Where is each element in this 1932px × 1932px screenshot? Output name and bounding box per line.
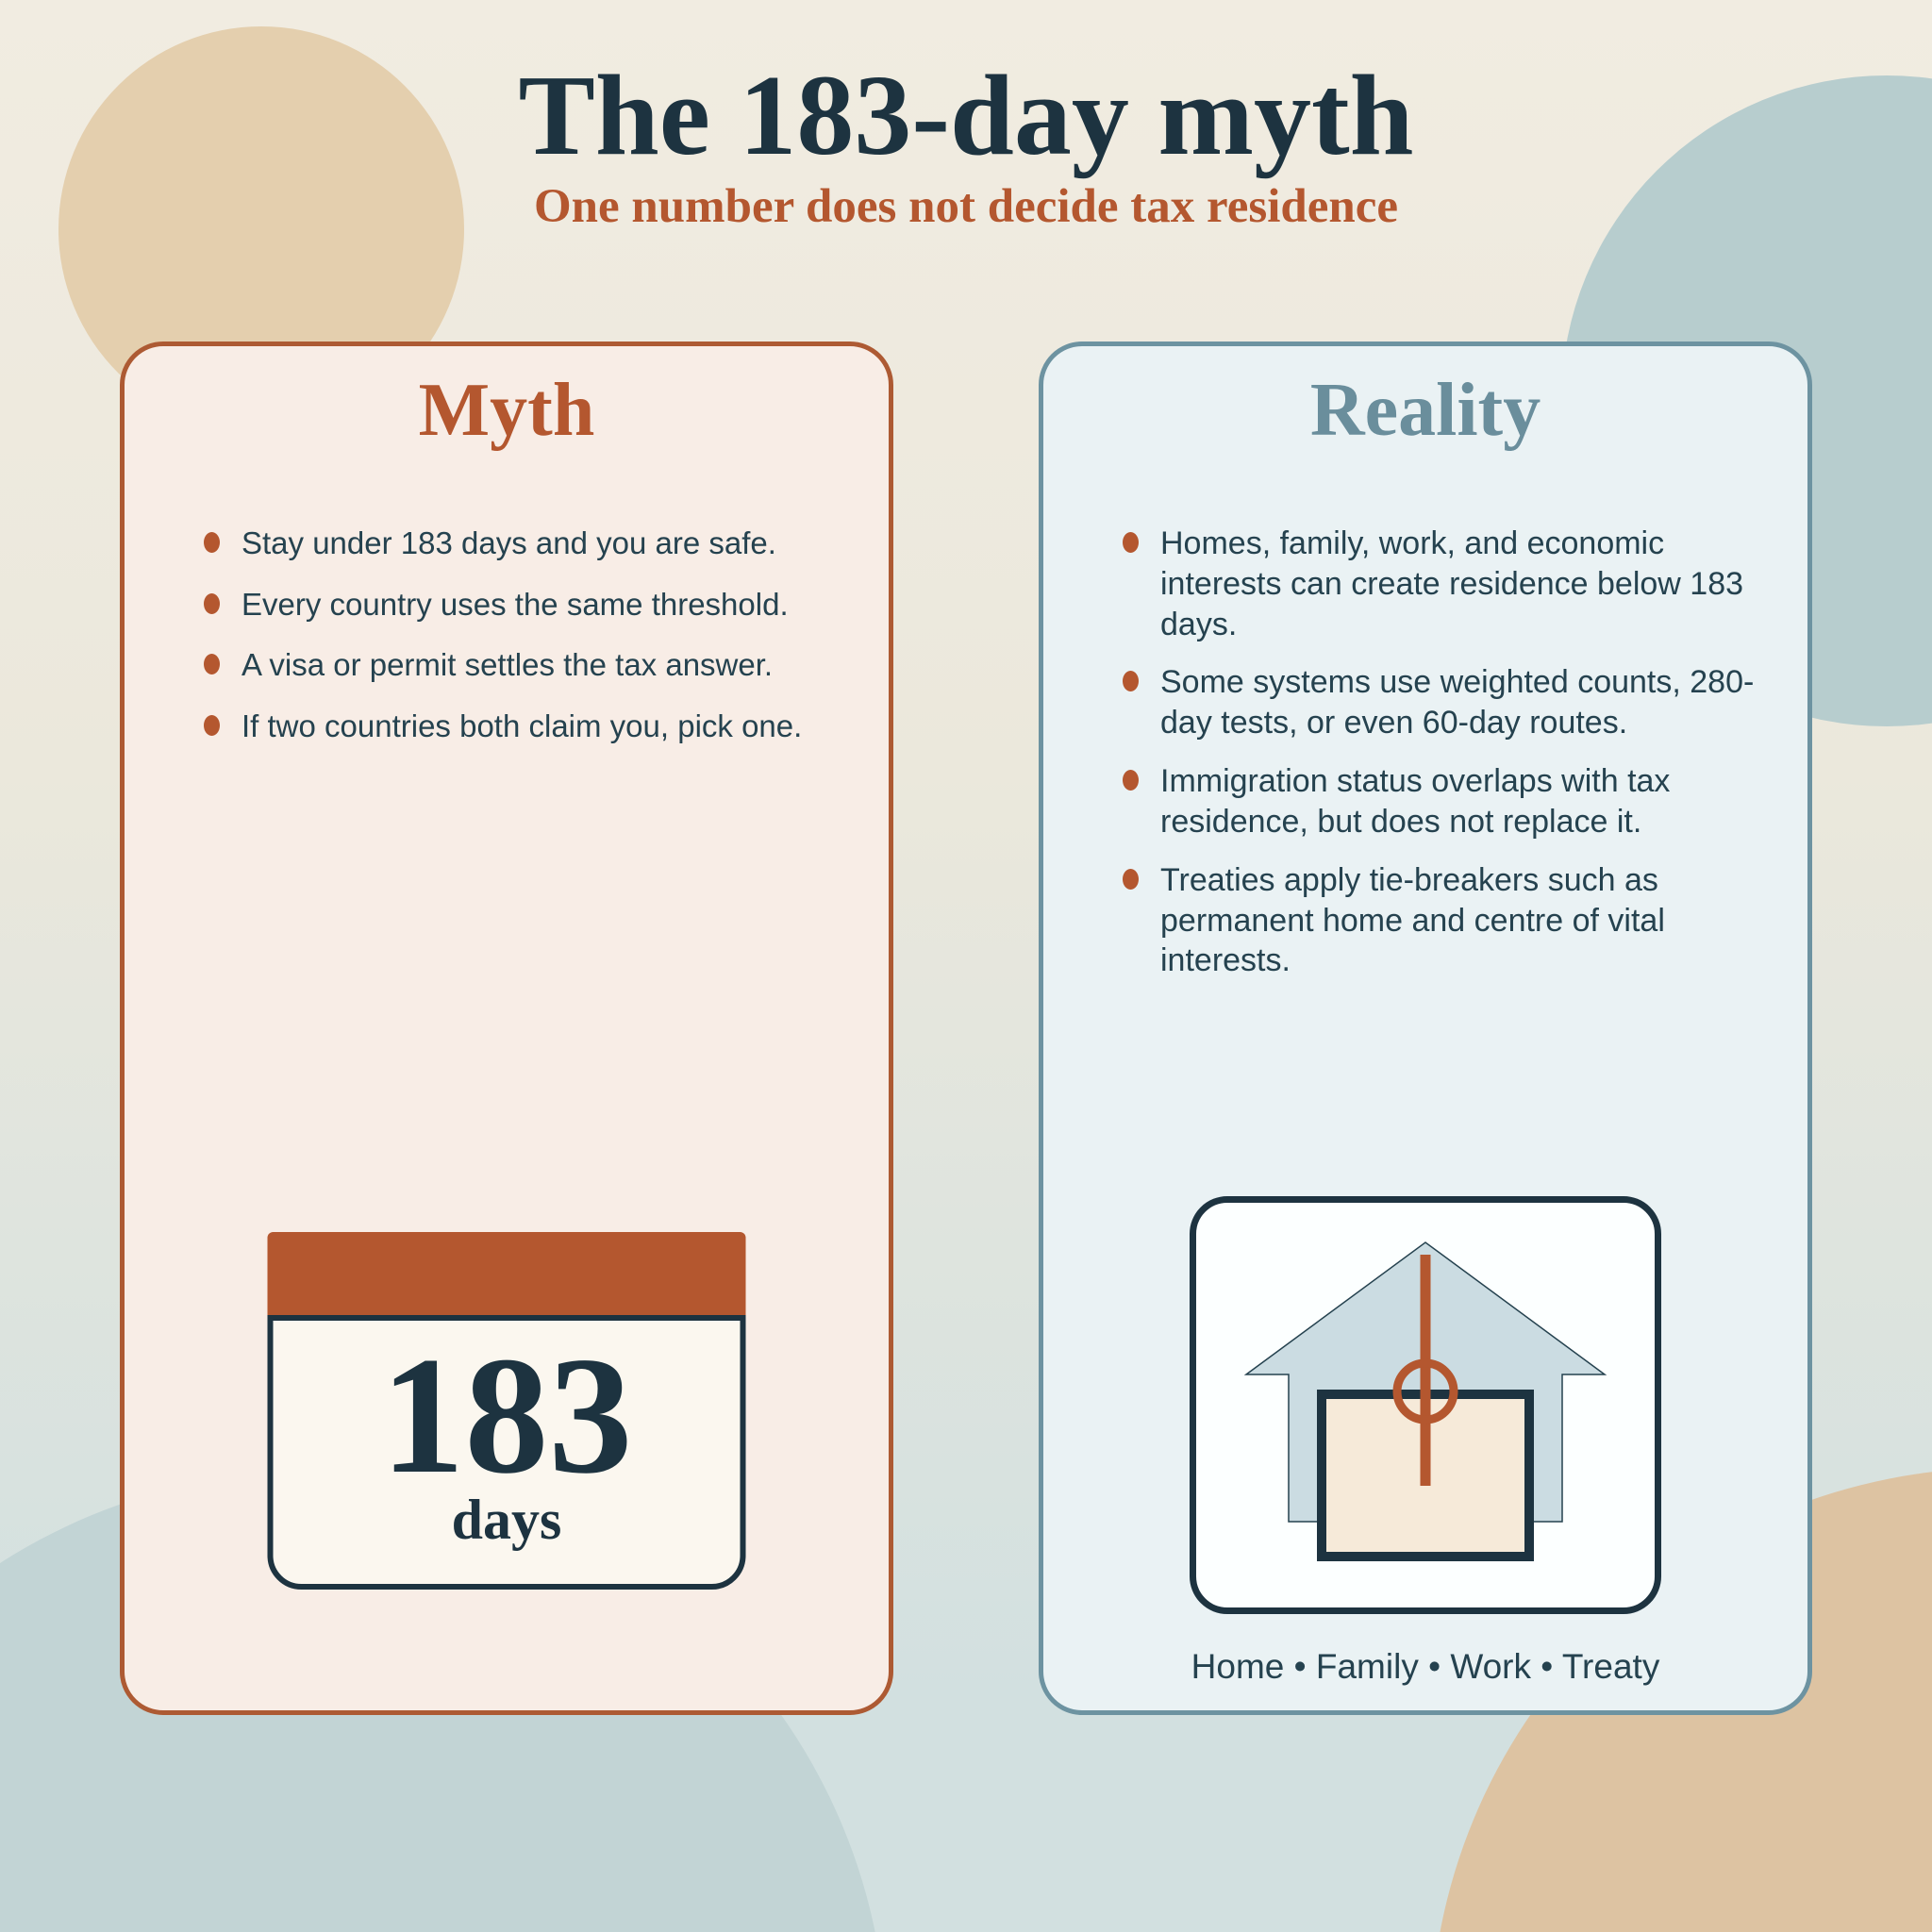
list-item: Homes, family, work, and economic intere… xyxy=(1123,524,1755,644)
bullet-text: If two countries both claim you, pick on… xyxy=(242,708,803,743)
house-pin-icon xyxy=(1243,1241,1607,1561)
list-item: Some systems use weighted counts, 280-da… xyxy=(1123,662,1755,743)
bullet-text: Treaties apply tie-breakers such as perm… xyxy=(1160,861,1665,979)
bullet-icon xyxy=(204,532,220,553)
list-item: Immigration status overlaps with tax res… xyxy=(1123,761,1755,842)
pin-ring-icon xyxy=(1392,1358,1458,1424)
list-item: Treaties apply tie-breakers such as perm… xyxy=(1123,860,1755,981)
calendar-icon: 183 days xyxy=(267,1232,746,1590)
bullet-text: Homes, family, work, and economic intere… xyxy=(1160,525,1744,642)
header: The 183-day myth One number does not dec… xyxy=(0,0,1932,231)
bullet-text: A visa or permit settles the tax answer. xyxy=(242,647,774,683)
calendar-body: 183 days xyxy=(267,1315,746,1590)
bullet-icon xyxy=(1123,671,1139,692)
calendar-header-bar xyxy=(267,1232,746,1315)
list-item: If two countries both claim you, pick on… xyxy=(204,707,836,746)
house-icon-box xyxy=(1190,1196,1661,1614)
myth-card: Myth Stay under 183 days and you are saf… xyxy=(120,341,893,1715)
bullet-icon xyxy=(1123,770,1139,791)
bullet-icon xyxy=(1123,868,1139,890)
reality-heading: Reality xyxy=(1309,369,1541,452)
bullet-text: Every country uses the same threshold. xyxy=(242,586,789,622)
bullet-icon xyxy=(204,592,220,614)
bullet-icon xyxy=(1123,532,1139,553)
calendar-unit: days xyxy=(451,1489,562,1552)
page-subtitle: One number does not decide tax residence xyxy=(533,180,1399,233)
bullet-text: Some systems use weighted counts, 280-da… xyxy=(1160,664,1755,741)
icon-caption: Home • Family • Work • Treaty xyxy=(1191,1647,1660,1686)
myth-bullet-list: Stay under 183 days and you are safe. Ev… xyxy=(125,524,889,745)
bullet-text: Immigration status overlaps with tax res… xyxy=(1160,763,1671,840)
reality-bullet-list: Homes, family, work, and economic intere… xyxy=(1043,524,1807,981)
bullet-text: Stay under 183 days and you are safe. xyxy=(242,525,776,560)
page-title: The 183-day myth xyxy=(518,52,1414,179)
bullet-icon xyxy=(204,714,220,736)
list-item: Stay under 183 days and you are safe. xyxy=(204,524,836,563)
list-item: A visa or permit settles the tax answer. xyxy=(204,645,836,685)
list-item: Every country uses the same threshold. xyxy=(204,585,836,625)
bullet-icon xyxy=(204,654,220,675)
reality-card: Reality Homes, family, work, and economi… xyxy=(1039,341,1812,1715)
calendar-number: 183 xyxy=(380,1322,633,1508)
myth-heading: Myth xyxy=(418,369,595,452)
